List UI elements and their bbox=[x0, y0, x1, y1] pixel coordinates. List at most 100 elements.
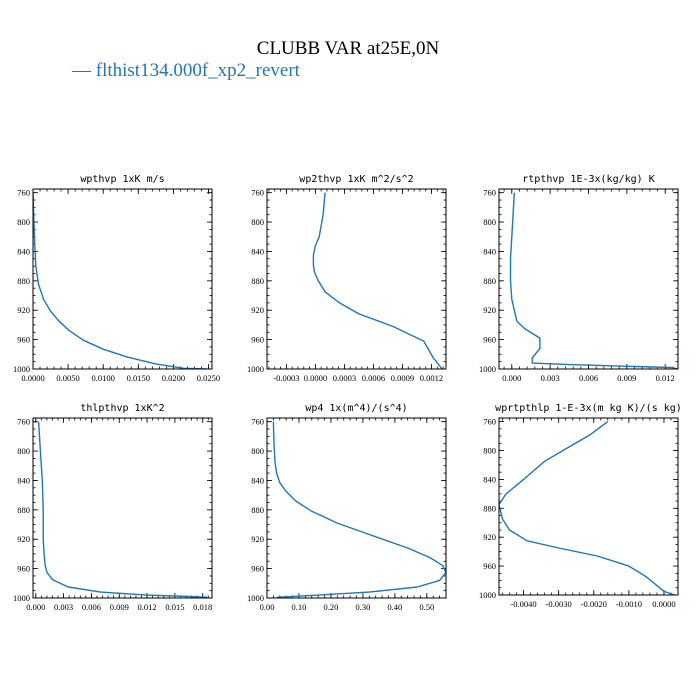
x-tick-label: 0.003 bbox=[541, 373, 560, 383]
y-tick-label: 760 bbox=[17, 417, 30, 427]
panel-3: rtpthvp 1E-3x(kg/kg) K 0.000 0.003 0.006 0.0… bbox=[479, 174, 679, 383]
x-tick-label: 0.0000 bbox=[21, 373, 44, 383]
x-tick-label: 0.015 bbox=[165, 602, 184, 612]
x-tick-label: 0.006 bbox=[82, 602, 101, 612]
y-tick-label: 760 bbox=[251, 417, 264, 427]
y-tick-label: 800 bbox=[17, 217, 30, 227]
y-tick-label: 880 bbox=[17, 276, 30, 286]
y-tick-label: 920 bbox=[483, 305, 496, 315]
y-tick-label: 920 bbox=[251, 534, 264, 544]
y-tick-label: 1000 bbox=[13, 593, 30, 603]
x-tick-label: 0.10 bbox=[292, 602, 307, 612]
series-line bbox=[37, 421, 208, 598]
y-tick-label: 800 bbox=[251, 446, 264, 456]
figure-title: CLUBB VAR at25E,0N bbox=[257, 38, 440, 59]
y-tick-label: 960 bbox=[17, 564, 30, 574]
y-tick-label: 960 bbox=[251, 564, 264, 574]
panel-title: wp2thvp 1xK m^2/s^2 bbox=[299, 174, 413, 185]
x-tick-label: 0.0000 bbox=[304, 373, 327, 383]
y-tick-label: 1000 bbox=[479, 590, 496, 600]
x-tick-label: 0.012 bbox=[138, 602, 157, 612]
plot-frame bbox=[498, 417, 679, 596]
x-tick-label: 0.20 bbox=[323, 602, 338, 612]
y-tick-label: 880 bbox=[251, 505, 264, 515]
y-tick-label: 840 bbox=[483, 246, 496, 256]
y-tick-label: 1000 bbox=[247, 593, 264, 603]
x-tick-label: 0.012 bbox=[656, 373, 675, 383]
legend-entry: — flthist134.000f_xp2_revert bbox=[71, 60, 301, 81]
y-tick-label: 960 bbox=[17, 335, 30, 345]
x-tick-label: 0.50 bbox=[419, 602, 434, 612]
x-tick-label: 0.000 bbox=[502, 373, 521, 383]
y-tick-label: 880 bbox=[251, 276, 264, 286]
y-tick-label: 840 bbox=[17, 246, 30, 256]
x-tick-label: 0.0012 bbox=[420, 373, 443, 383]
y-tick-label: 840 bbox=[251, 475, 264, 485]
plot-frame bbox=[266, 188, 447, 370]
y-tick-label: 800 bbox=[483, 217, 496, 227]
plot-frame bbox=[266, 417, 447, 599]
y-tick-label: 880 bbox=[483, 503, 496, 513]
y-tick-label: 1000 bbox=[247, 364, 264, 374]
plot-frame bbox=[498, 188, 679, 370]
y-tick-label: 920 bbox=[17, 534, 30, 544]
y-tick-label: 1000 bbox=[479, 364, 496, 374]
x-tick-label: 0.0200 bbox=[162, 373, 185, 383]
y-tick-label: 800 bbox=[251, 217, 264, 227]
panel-title: rtpthvp 1E-3x(kg/kg) K bbox=[522, 174, 654, 185]
x-tick-label: 0.0006 bbox=[362, 373, 385, 383]
x-tick-label: 0.0100 bbox=[92, 373, 115, 383]
x-tick-label: 0.0009 bbox=[391, 373, 414, 383]
y-tick-label: 760 bbox=[251, 188, 264, 198]
x-tick-label: 0.40 bbox=[387, 602, 402, 612]
x-tick-label: 0.000 bbox=[26, 602, 45, 612]
plot-frame bbox=[32, 188, 213, 370]
y-tick-label: 920 bbox=[251, 305, 264, 315]
panel-6: wprtpthlp 1-E-3x(m kg K)/(s kg) -0.0040 -0… bbox=[479, 403, 682, 609]
series-line bbox=[272, 421, 446, 598]
panel-1: wpthvp 1xK m/s 0.0000 0.0050 0.0100 0.0150 0.… bbox=[13, 174, 220, 383]
x-tick-label: 0.003 bbox=[54, 602, 73, 612]
y-tick-label: 800 bbox=[17, 446, 30, 456]
y-tick-label: 760 bbox=[483, 188, 496, 198]
x-tick-label: -0.0030 bbox=[546, 599, 572, 609]
x-tick-label: -0.0020 bbox=[581, 599, 607, 609]
y-tick-label: 840 bbox=[251, 246, 264, 256]
x-tick-label: 0.30 bbox=[355, 602, 370, 612]
x-tick-label: 0.0000 bbox=[652, 599, 675, 609]
y-tick-label: 920 bbox=[483, 532, 496, 542]
x-tick-label: -0.0010 bbox=[616, 599, 642, 609]
panels: wpthvp 1xK m/s 0.0000 0.0050 0.0100 0.0150 0.… bbox=[13, 174, 682, 612]
x-tick-label: 0.006 bbox=[579, 373, 598, 383]
y-tick-label: 920 bbox=[17, 305, 30, 315]
x-tick-label: 0.0150 bbox=[127, 373, 150, 383]
x-tick-label: 0.0250 bbox=[197, 373, 220, 383]
series-line bbox=[33, 192, 208, 369]
series-line bbox=[499, 421, 675, 595]
y-tick-label: 880 bbox=[483, 276, 496, 286]
y-tick-label: 960 bbox=[483, 335, 496, 345]
series-line bbox=[509, 192, 678, 369]
y-tick-label: 960 bbox=[251, 335, 264, 345]
y-tick-label: 840 bbox=[483, 474, 496, 484]
x-tick-label: 0.00 bbox=[260, 602, 275, 612]
y-tick-label: 800 bbox=[483, 446, 496, 456]
x-tick-label: 0.009 bbox=[110, 602, 129, 612]
y-tick-label: 1000 bbox=[13, 364, 30, 374]
panel-title: wpthvp 1xK m/s bbox=[80, 174, 164, 185]
series-line bbox=[312, 192, 443, 369]
panel-title: wprtpthlp 1-E-3x(m kg K)/(s kg) bbox=[495, 403, 682, 414]
panel-5: wp4 1x(m^4)/(s^4) 0.00 0.10 0.20 0.30 0.40 0.5… bbox=[247, 403, 447, 612]
plot-frame bbox=[32, 417, 213, 599]
x-tick-label: 0.0050 bbox=[56, 373, 79, 383]
y-tick-label: 880 bbox=[17, 505, 30, 515]
panel-title: thlpthvp 1xK^2 bbox=[80, 403, 164, 414]
y-tick-label: 960 bbox=[483, 561, 496, 571]
y-tick-label: 840 bbox=[17, 475, 30, 485]
x-tick-label: -0.0040 bbox=[510, 599, 536, 609]
y-tick-label: 760 bbox=[17, 188, 30, 198]
panel-2: wp2thvp 1xK m^2/s^2 -0.0003 0.0000 0.0003 0.… bbox=[247, 174, 447, 383]
panel-4: thlpthvp 1xK^2 0.000 0.003 0.006 0.009 0.012 0… bbox=[13, 403, 213, 612]
x-tick-label: 0.018 bbox=[193, 602, 212, 612]
